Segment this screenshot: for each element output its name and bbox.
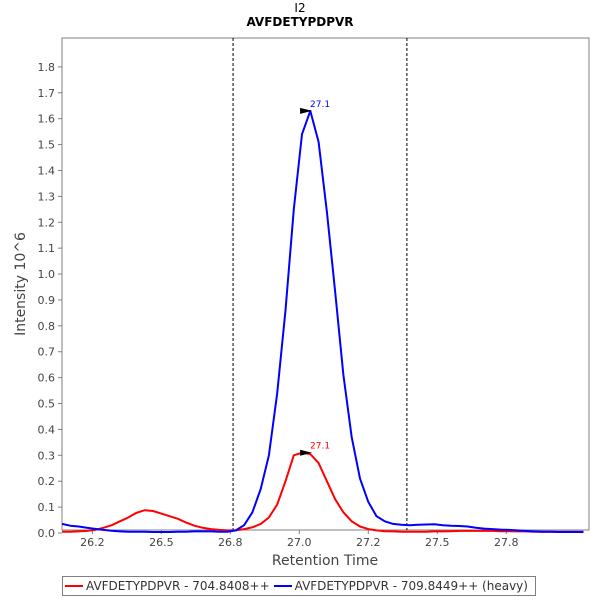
y-tick-label: 0.4 <box>38 423 56 436</box>
y-tick-label: 0.2 <box>38 475 56 488</box>
peak-marker <box>300 107 313 114</box>
y-tick-label: 1.3 <box>38 190 56 203</box>
x-axis-title: Retention Time <box>272 553 378 569</box>
chart-title: AVFDETYPDPVR <box>246 15 353 29</box>
peak-annotations: 27.1 27.1 <box>300 100 330 456</box>
y-tick-label: 0.7 <box>38 346 56 359</box>
x-tick-label: 27.2 <box>356 536 381 549</box>
x-tick-label: 26.5 <box>149 536 174 549</box>
y-tick-label: 0.5 <box>38 398 56 411</box>
legend-item: AVFDETYPDPVR - 704.8408++ <box>65 579 270 593</box>
legend-item: AVFDETYPDPVR - 709.8449++ (heavy) <box>273 579 528 593</box>
y-tick-label: 0.0 <box>38 527 56 540</box>
integration-boundaries <box>232 38 408 530</box>
y-tick-label: 1.6 <box>38 113 56 126</box>
y-tick-label: 0.9 <box>38 294 56 307</box>
legend-label: AVFDETYPDPVR - 709.8449++ (heavy) <box>294 579 528 593</box>
series-line <box>62 451 584 533</box>
y-tick-label: 0.1 <box>38 501 56 514</box>
legend-swatch <box>65 585 83 587</box>
y-axis: 0.0 0.1 0.2 0.3 0.4 0.5 0.6 0.7 0.8 0.9 1.0 1.1 1.2 1… <box>38 61 62 540</box>
legend: AVFDETYPDPVR - 704.8408++ AVFDETYPDPVR - … <box>62 576 536 596</box>
y-tick-label: 0.6 <box>38 372 56 385</box>
legend-swatch <box>273 585 292 587</box>
x-tick-label: 27.8 <box>494 536 519 549</box>
peak-label: 27.1 <box>310 100 330 110</box>
y-tick-label: 0.3 <box>38 449 56 462</box>
y-tick-label: 1.1 <box>38 242 56 255</box>
series-line <box>61 109 584 533</box>
x-tick-label: 27.0 <box>287 536 312 549</box>
y-tick-label: 0.8 <box>38 320 56 333</box>
y-tick-label: 1.0 <box>38 268 56 281</box>
peak-label: 27.1 <box>310 442 330 452</box>
chart-supertitle: I2 <box>294 1 305 15</box>
legend-label: AVFDETYPDPVR - 704.8408++ <box>86 579 270 593</box>
y-tick-label: 1.4 <box>38 164 56 177</box>
y-axis-title: Intensity 10^6 <box>13 232 29 336</box>
plot-area <box>61 37 590 531</box>
x-axis: 26.2 26.5 26.8 27.0 27.2 27.5 27.8 <box>80 530 518 549</box>
y-tick-label: 1.2 <box>38 216 56 229</box>
x-tick-label: 26.8 <box>218 536 243 549</box>
y-tick-label: 1.5 <box>38 139 56 152</box>
y-tick-label: 1.8 <box>38 61 56 74</box>
y-tick-label: 1.7 <box>38 87 56 100</box>
x-tick-label: 27.5 <box>425 536 450 549</box>
peak-marker <box>300 449 313 456</box>
series-layer <box>61 109 584 533</box>
x-tick-label: 26.2 <box>80 536 105 549</box>
